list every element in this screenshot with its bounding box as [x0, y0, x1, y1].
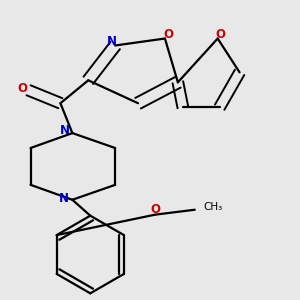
Text: N: N [60, 124, 70, 136]
Text: O: O [150, 203, 160, 216]
Text: N: N [59, 192, 69, 205]
Text: O: O [17, 82, 27, 95]
Text: N: N [107, 35, 117, 48]
Text: O: O [163, 28, 173, 41]
Text: O: O [216, 28, 226, 41]
Text: CH₃: CH₃ [204, 202, 223, 212]
